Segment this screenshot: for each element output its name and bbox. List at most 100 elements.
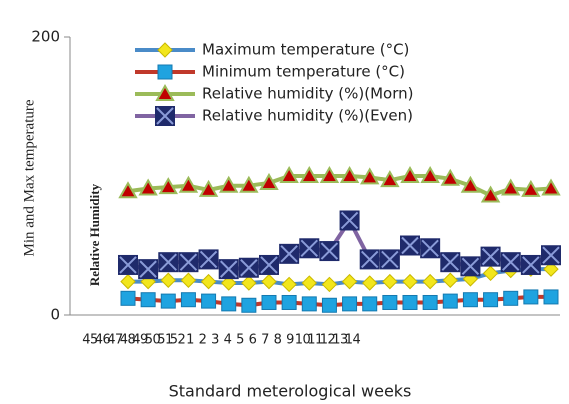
marker xyxy=(178,252,199,273)
marker xyxy=(362,296,378,312)
marker xyxy=(422,273,438,290)
marker xyxy=(321,297,337,313)
marker xyxy=(120,290,136,306)
marker xyxy=(543,289,559,305)
marker xyxy=(281,276,297,293)
marker xyxy=(460,256,481,277)
marker xyxy=(321,276,338,293)
marker xyxy=(382,294,398,310)
marker xyxy=(221,275,237,291)
marker xyxy=(442,293,458,309)
x-tick-label: 4 xyxy=(224,333,232,348)
marker xyxy=(259,172,279,190)
marker xyxy=(299,165,320,183)
x-tick-label: 2 xyxy=(199,333,207,348)
marker xyxy=(359,249,380,270)
marker xyxy=(420,165,440,183)
y-tick-label: 200 xyxy=(31,28,60,46)
marker xyxy=(541,245,561,266)
marker xyxy=(218,259,239,280)
marker xyxy=(319,165,340,183)
marker xyxy=(118,181,138,199)
x-tick-label: 3 xyxy=(211,333,219,348)
x-tick-label: 45 xyxy=(82,333,98,348)
marker xyxy=(339,210,360,231)
marker xyxy=(500,252,521,273)
marker xyxy=(140,292,156,308)
marker xyxy=(279,165,299,183)
marker xyxy=(500,178,521,196)
legend-label: Relative humidity (%)(Morn) xyxy=(202,85,413,103)
marker xyxy=(218,175,239,193)
x-tick-label: 47 xyxy=(107,333,123,348)
marker xyxy=(400,165,420,183)
x-tick-label: 7 xyxy=(261,333,269,348)
x-tick-label: 5 xyxy=(236,333,244,348)
x-tick-label: 50 xyxy=(145,333,161,348)
x-tick-label: 46 xyxy=(95,333,111,348)
marker xyxy=(158,177,179,195)
marker xyxy=(238,257,259,278)
marker xyxy=(482,265,499,282)
marker xyxy=(480,185,501,203)
marker xyxy=(261,294,277,310)
marker xyxy=(462,292,478,308)
x-tick-label: 13 xyxy=(332,333,348,348)
marker xyxy=(523,289,539,305)
x-tick-label: 14 xyxy=(345,333,361,348)
x-tick-label: 9 xyxy=(286,333,294,348)
marker xyxy=(279,243,300,264)
marker xyxy=(521,179,541,197)
legend-marker xyxy=(157,42,173,58)
marker xyxy=(241,297,257,313)
marker xyxy=(460,175,481,193)
marker xyxy=(160,272,176,288)
marker xyxy=(120,273,136,290)
y-tick-label: 0 xyxy=(50,306,60,324)
marker xyxy=(341,273,358,290)
marker xyxy=(543,261,559,277)
series-line xyxy=(127,294,551,308)
marker xyxy=(319,241,340,262)
series-line xyxy=(127,174,552,198)
marker xyxy=(118,254,138,275)
marker xyxy=(198,249,219,270)
y-axis-label: Min and Max temperature xyxy=(21,99,37,256)
marker xyxy=(201,293,217,309)
marker xyxy=(180,272,197,288)
inner-label: Relative Humidity xyxy=(87,183,102,286)
marker xyxy=(379,249,400,270)
marker xyxy=(402,294,418,310)
legend-marker xyxy=(155,83,175,101)
marker xyxy=(299,238,320,259)
marker xyxy=(301,296,317,312)
marker xyxy=(180,292,196,308)
legend-marker xyxy=(157,64,173,80)
marker xyxy=(442,272,458,288)
x-axis-label: Standard meterological weeks xyxy=(169,382,412,401)
x-tick-label: 10 xyxy=(295,333,311,348)
marker xyxy=(362,275,378,291)
x-tick-label: 48 xyxy=(120,333,136,348)
marker xyxy=(301,275,317,291)
marker xyxy=(138,259,159,280)
series-line xyxy=(127,216,552,272)
marker xyxy=(281,294,297,310)
marker xyxy=(241,275,257,291)
marker xyxy=(503,290,519,306)
x-tick-label: 12 xyxy=(320,333,336,348)
marker xyxy=(440,252,461,273)
marker xyxy=(200,273,217,290)
marker xyxy=(259,254,279,275)
series-line xyxy=(128,267,551,287)
marker xyxy=(380,170,400,188)
marker xyxy=(178,175,199,193)
legend-marker xyxy=(155,106,175,126)
marker xyxy=(520,254,541,275)
marker xyxy=(261,273,277,290)
marker xyxy=(359,167,380,185)
marker xyxy=(402,273,418,290)
marker xyxy=(422,294,438,310)
marker xyxy=(239,175,259,193)
legend-label: Minimum temperature (°C) xyxy=(202,63,405,81)
